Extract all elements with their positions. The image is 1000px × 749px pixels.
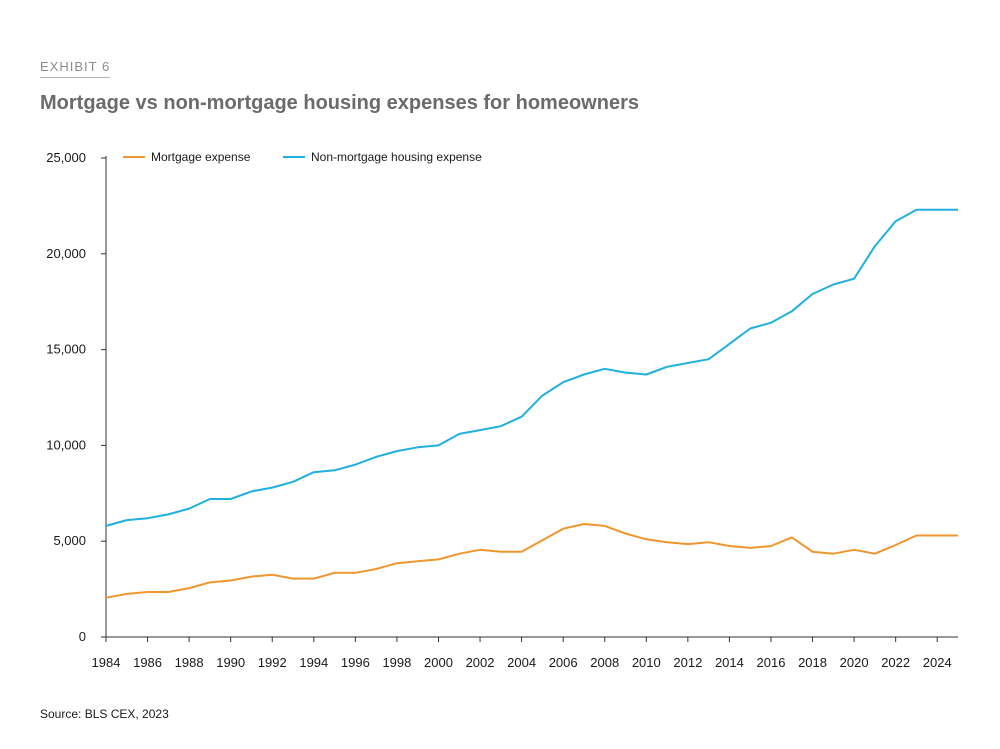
x-tick-label: 1986: [133, 655, 162, 670]
x-tick-label: 2014: [715, 655, 744, 670]
legend: Mortgage expense Non-mortgage housing exp…: [123, 150, 482, 164]
axes: 0 5,000 10,000 15,000 20,000 25,000 1984 1986 19…: [46, 150, 958, 670]
series-line-mortgage: [105, 523, 958, 599]
y-tick-label: 15,000: [46, 342, 86, 357]
x-tick-label: 1994: [299, 655, 328, 670]
x-tick-label: 2022: [881, 655, 910, 670]
x-tick-label: 2000: [424, 655, 453, 670]
x-tick-label: 2002: [466, 655, 495, 670]
legend-mortgage-label: Mortgage expense: [151, 150, 251, 164]
x-tick-label: 2018: [798, 655, 827, 670]
x-tick-label: 2016: [757, 655, 786, 670]
x-tick-label: 2012: [673, 655, 702, 670]
x-tick-label: 2008: [590, 655, 619, 670]
x-tick-label: 1988: [175, 655, 204, 670]
y-tick-label: 0: [79, 629, 86, 644]
series-line-non-mortgage: [105, 208, 958, 527]
x-tick-label: 1998: [382, 655, 411, 670]
y-tick-label: 25,000: [46, 150, 86, 165]
x-tick-label: 2020: [840, 655, 869, 670]
y-tick-label: 10,000: [46, 437, 86, 452]
source-note: Source: BLS CEX, 2023: [40, 707, 169, 721]
x-tick-label: 2010: [632, 655, 661, 670]
x-tick-label: 1992: [258, 655, 287, 670]
legend-non-mortgage-label: Non-mortgage housing expense: [311, 150, 482, 164]
x-tick-label: 2004: [507, 655, 536, 670]
x-tick-label: 2024: [923, 655, 952, 670]
series-layer: [105, 208, 958, 599]
chart-title: Mortgage vs non-mortgage housing expense…: [40, 92, 639, 114]
y-tick-label: 20,000: [46, 246, 86, 261]
x-tick-label: 1984: [92, 655, 121, 670]
x-tick-label: 1996: [341, 655, 370, 670]
exhibit-label: EXHIBIT 6: [40, 59, 111, 78]
x-tick-label: 2006: [549, 655, 578, 670]
y-tick-label: 5,000: [53, 533, 86, 548]
x-tick-label: 1990: [216, 655, 245, 670]
